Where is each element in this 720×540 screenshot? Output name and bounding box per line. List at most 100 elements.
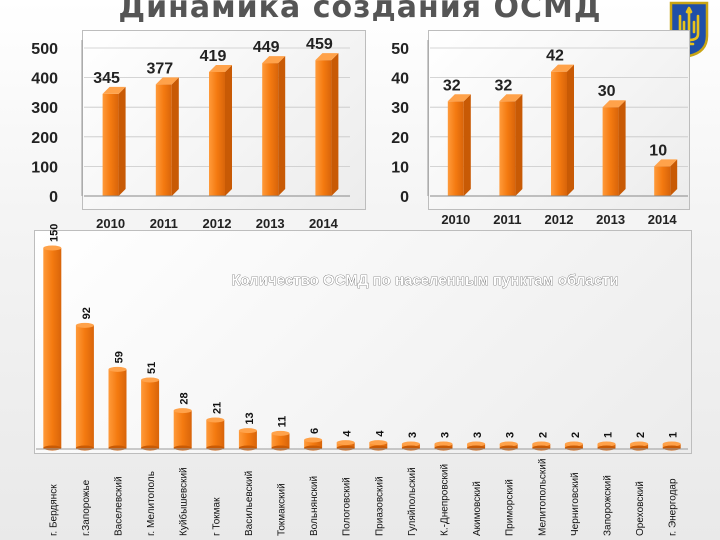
chart-yearly: 0 10 20 30 40 50 32 32 42 30 10 2010 2011 2012 2013 2… [391,40,688,227]
bar-top [447,94,471,102]
bar-2013 [602,100,626,196]
bar-face [304,440,323,448]
bar-2011 [499,94,523,196]
y-tick-label: 300 [31,100,58,117]
data-label: 42 [546,48,564,65]
data-label: 21 [211,402,223,414]
bar-side [463,94,471,196]
data-label: 2 [635,432,647,438]
bar-face [173,410,192,448]
bar-2012 [209,64,232,196]
x-tick-label: 2011 [150,216,178,231]
y-tick-label: 20 [391,130,409,147]
data-label: 10 [649,142,667,159]
bar-top [551,64,574,72]
bar-face [447,101,464,196]
bar-base [304,445,323,451]
bar-face [108,369,127,448]
chart-total: 0 100 200 300 400 500 345 377 419 449 459 2010 201… [31,36,350,231]
chart-cities: Количество ОСМД по населенным пунктам об… [36,224,688,536]
bar-side [331,53,339,196]
bar-face [271,433,290,448]
bar-19 [630,441,649,451]
bar-base [43,445,62,451]
x-tick-label: Васильевский [244,471,255,536]
x-tick-label: Мелитопольский [537,459,548,536]
bar-2011 [155,77,179,196]
data-label: 3 [472,432,484,438]
bar-side [567,64,574,197]
bar-base [630,445,649,451]
x-tick-label: 2014 [309,216,339,231]
x-tick-label: 2010 [441,212,470,227]
data-label: 1 [603,432,615,438]
bar-side [670,159,678,196]
y-tick-label: 30 [391,100,409,117]
x-tick-label: Акимовский [472,481,483,536]
bar-base [369,445,388,451]
x-tick-label: Ореховский [635,481,646,536]
y-tick-label: 100 [31,159,58,176]
y-tick-label: 10 [391,159,409,176]
x-tick-label: г.Запорожье [81,479,92,536]
slide-title: Динамика создания ОСМД [118,0,602,25]
bar-top [155,77,179,85]
x-tick-label: г. Энергодар [668,478,679,536]
bar-cap [597,441,616,447]
bar-cap [271,430,290,436]
data-label: 51 [146,362,158,374]
bar-base [75,445,94,451]
bar-side [171,77,179,196]
x-tick-label: Вольнянский [309,476,320,536]
bar-face [336,442,355,448]
bar-8 [271,430,290,451]
bar-top [654,159,678,167]
bar-face [75,325,94,448]
bar-face [602,107,619,196]
data-label: 28 [179,392,191,404]
bar-side [618,100,626,196]
bar-cap [499,441,518,447]
bar-face [43,248,62,448]
bar-cap [206,417,225,423]
x-tick-label: Куйбышевский [178,467,190,536]
data-label: 32 [443,77,461,94]
bar-cap [564,441,583,447]
bar-7 [238,428,257,451]
bar-2012 [551,64,574,197]
bar-face [209,71,225,196]
x-tick-label: Черниговский [570,472,581,536]
bar-cap [238,428,257,434]
bar-top [102,86,126,94]
x-tick-label: г. Мелитополь [146,471,157,536]
data-label: 449 [253,39,280,56]
x-tick-label: г Токмак [211,497,222,536]
data-label: 92 [81,307,93,319]
y-tick-label: 500 [31,41,58,58]
data-label: 4 [374,430,386,437]
data-label: 32 [495,77,513,94]
bar-face [102,93,119,196]
bar-face [155,84,172,196]
bar-face [499,101,516,196]
bar-face [315,60,332,196]
x-tick-label: 2012 [203,216,232,231]
x-tick-label: Приазовский [374,476,385,536]
bar-top [315,53,339,61]
bar-base [499,445,518,451]
bar-cap [336,440,355,446]
bar-base [336,445,355,451]
data-label: 419 [200,48,227,65]
data-label: 2 [570,432,582,438]
bar-base [564,445,583,451]
bar-4 [141,377,160,451]
x-tick-label: Гуляйпольский [407,467,418,536]
bar-base [467,445,486,451]
bar-base [662,445,681,451]
bar-face [238,430,257,448]
bar-top [602,100,626,108]
x-tick-label: Пологовский [342,477,353,536]
x-tick-label: Васелевский [114,476,125,536]
data-label: 59 [114,351,126,363]
data-label: 459 [306,36,333,53]
